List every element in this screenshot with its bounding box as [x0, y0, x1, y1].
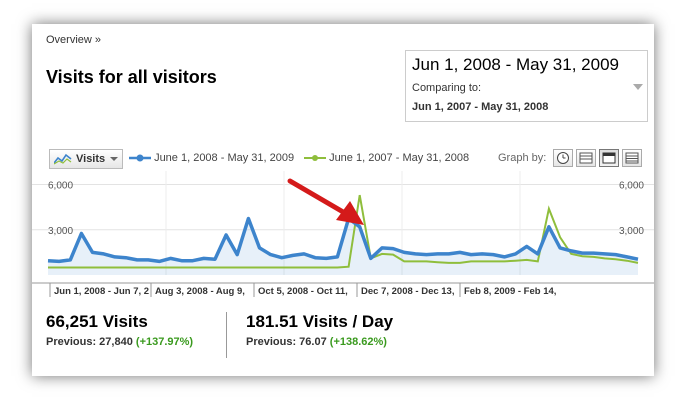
legend-previous: June 1, 2007 - May 31, 2008 — [304, 152, 469, 164]
stat-visits-previous: Previous: 27,840 (+137.97%) — [46, 336, 193, 348]
graph-by-label: Graph by: — [498, 152, 547, 164]
graph-by-month-button[interactable] — [622, 149, 642, 167]
date-range-picker[interactable]: Jun 1, 2008 - May 31, 2009 Comparing to:… — [405, 50, 648, 122]
x-tick-label: Jun 1, 2008 - Jun 7, 2 — [54, 286, 149, 297]
y-tick-label-left: 3,000 — [48, 226, 73, 237]
legend-previous-marker-icon — [304, 155, 326, 162]
compare-range-value: Jun 1, 2007 - May 31, 2008 — [412, 101, 549, 113]
stat-visits-per-day-value: 181.51 Visits / Day — [246, 312, 394, 331]
day-icon — [579, 152, 593, 164]
x-tick-label: Feb 8, 2009 - Feb 14, — [464, 286, 556, 297]
legend-previous-label: June 1, 2007 - May 31, 2008 — [329, 152, 470, 164]
week-icon — [602, 152, 616, 164]
y-tick-label-right: 6,000 — [619, 181, 644, 192]
stat-visits-per-day-previous-label: Previous: 76.07 — [246, 336, 327, 348]
stat-visits-previous-label: Previous: 27,840 — [46, 336, 133, 348]
metric-select[interactable]: Visits — [49, 149, 123, 169]
stat-visits-per-day-previous: Previous: 76.07 (+138.62%) — [246, 336, 393, 348]
y-tick-label-right: 3,000 — [619, 226, 644, 237]
visits-chart[interactable]: 6,000 6,000 3,000 3,000 Jun 1, 2008 - Jun 7… — [32, 171, 654, 301]
x-tick-label: Oct 5, 2008 - Oct 11, — [258, 286, 348, 297]
stat-visits: 66,251 Visits Previous: 27,840 (+137.97%… — [46, 312, 193, 348]
page-title: Visits for all visitors — [46, 67, 217, 87]
stat-visits-delta: (+137.97%) — [135, 336, 194, 348]
legend-current-marker-icon — [129, 154, 151, 162]
chart-toolbar: Visits June 1, 2008 - May 31, 2009 June … — [49, 149, 649, 169]
graph-by-day-button[interactable] — [576, 149, 596, 167]
x-tick-label: Aug 3, 2008 - Aug 9, — [155, 286, 245, 297]
annotation-arrow — [287, 178, 364, 225]
analytics-card: Overview » Visits for all visitors Jun 1… — [32, 24, 654, 376]
clock-icon — [557, 152, 569, 164]
x-tick-label: Dec 7, 2008 - Dec 13, — [361, 286, 454, 297]
graph-by-hour-button[interactable] — [553, 149, 573, 167]
graph-by-week-button[interactable] — [599, 149, 619, 167]
stat-visits-per-day: 181.51 Visits / Day Previous: 76.07 (+13… — [246, 312, 393, 348]
month-icon — [625, 152, 639, 164]
chevron-down-icon[interactable] — [633, 84, 643, 90]
y-tick-label-left: 6,000 — [48, 181, 73, 192]
breadcrumb[interactable]: Overview » — [46, 34, 102, 46]
legend-current-label: June 1, 2008 - May 31, 2009 — [154, 152, 295, 164]
stat-visits-value: 66,251 Visits — [46, 312, 148, 331]
series-current-line — [47, 216, 639, 264]
legend-current: June 1, 2008 - May 31, 2009 — [129, 152, 294, 164]
stats-divider — [226, 312, 227, 358]
metric-select-label: Visits — [76, 153, 106, 165]
compare-label: Comparing to: — [412, 82, 482, 94]
line-chart-icon — [54, 153, 72, 165]
chevron-down-icon — [110, 157, 118, 161]
date-range-value: Jun 1, 2008 - May 31, 2009 — [412, 55, 619, 74]
stat-visits-per-day-delta: (+138.62%) — [329, 336, 387, 348]
